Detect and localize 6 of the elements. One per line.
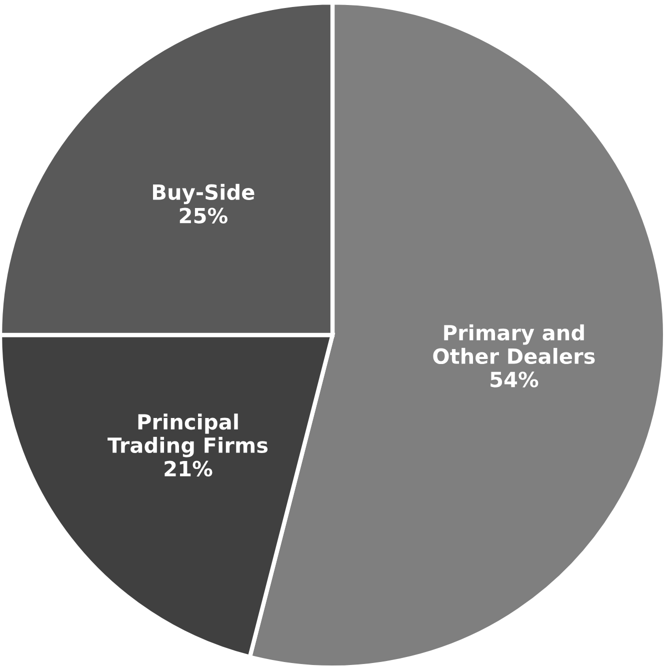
slice-label: Principal Trading Firms <box>108 414 268 458</box>
data-label: 54% <box>490 372 538 388</box>
slice-label: Buy-Side <box>153 184 254 204</box>
data-label: 25% <box>180 208 228 224</box>
data-label: 21% <box>164 460 212 477</box>
slice-label: Primary and Other Dealers <box>433 324 595 364</box>
